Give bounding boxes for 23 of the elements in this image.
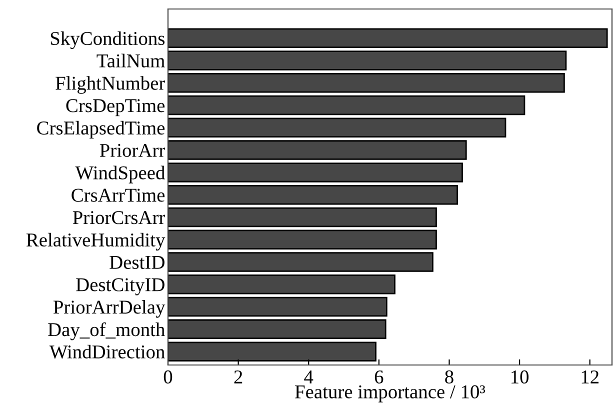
- x-tick-label: 2: [234, 370, 242, 384]
- y-tick-label: DestID: [110, 256, 164, 269]
- x-tick-label: 6: [374, 370, 384, 384]
- y-tick-label: CrsDepTime: [66, 99, 165, 116]
- x-tick-label: 10: [512, 370, 529, 384]
- y-tick-label: TailNum: [96, 54, 165, 68]
- y-tick-label: Day_of_month: [48, 322, 165, 340]
- x-tick-label: 12: [582, 370, 599, 384]
- x-tick-label: 0: [164, 370, 172, 384]
- y-tick-label: WindSpeed: [75, 166, 165, 184]
- x-tick-label: 8: [445, 370, 454, 384]
- y-tick-label: WindDirection: [49, 344, 165, 359]
- y-tick-label: DestCityID: [76, 278, 164, 296]
- y-tick-label: CrsArrTime: [72, 188, 165, 202]
- y-tick-label: CrsElapsedTime: [37, 120, 165, 139]
- y-tick-label: FlightNumber: [56, 76, 166, 94]
- y-tick-label: PriorCrsArr: [72, 211, 166, 224]
- y-tick-label: PriorArrDelay: [53, 300, 166, 318]
- y-tick-label: PriorArr: [100, 144, 166, 157]
- x-tick-label: 4: [304, 370, 314, 384]
- x-axis-title: Feature importance / 10³: [295, 385, 486, 402]
- y-tick-label: RelativeHumidity: [26, 232, 166, 251]
- y-tick-label: SkyConditions: [50, 31, 165, 50]
